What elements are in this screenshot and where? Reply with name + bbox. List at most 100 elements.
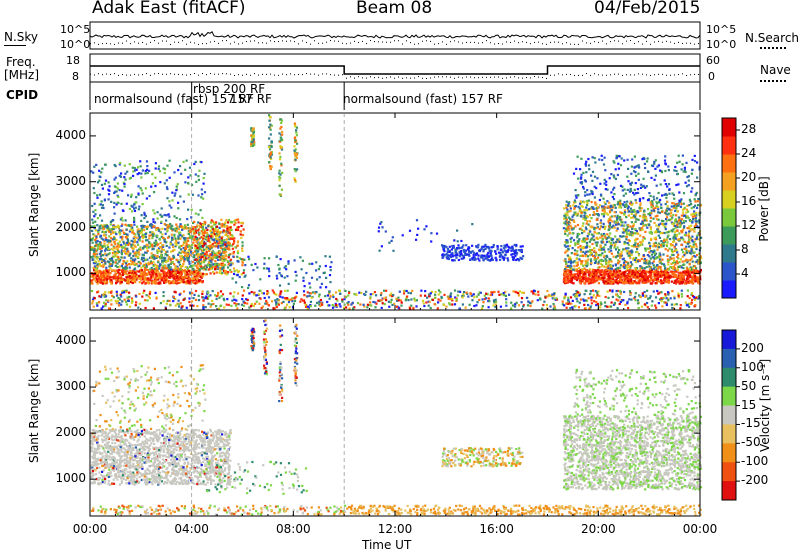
power-cell xyxy=(446,251,449,254)
power-cell xyxy=(135,255,138,258)
power-cell xyxy=(471,250,474,253)
power-cell xyxy=(448,250,451,253)
power-cell xyxy=(664,281,667,284)
power-cell xyxy=(201,226,204,229)
power-cell xyxy=(222,243,225,246)
power-cell xyxy=(640,271,643,274)
power-cell xyxy=(136,225,139,228)
power-cell xyxy=(183,258,186,261)
power-streak xyxy=(294,169,297,173)
power-cell xyxy=(152,209,155,212)
power-cell xyxy=(108,258,112,261)
power-streak xyxy=(279,139,282,142)
power-cell xyxy=(468,254,471,257)
power-cell xyxy=(218,271,221,274)
power-cell xyxy=(241,261,244,264)
power-cell xyxy=(147,278,151,281)
power-cell xyxy=(455,256,458,259)
power-cell xyxy=(674,279,677,282)
power-cell xyxy=(263,262,266,265)
power-cell xyxy=(160,207,163,210)
power-cell xyxy=(165,186,169,189)
power-streak xyxy=(268,137,271,140)
power-cell xyxy=(566,234,569,237)
power-cell xyxy=(146,272,149,275)
power-cell xyxy=(117,242,120,245)
power-cell xyxy=(114,259,117,262)
power-cell xyxy=(136,241,139,244)
power-cell xyxy=(143,211,146,214)
power-cell xyxy=(240,221,243,224)
power-cell xyxy=(173,233,176,236)
power-cell xyxy=(191,228,194,231)
power-cell xyxy=(583,201,586,204)
power-streak xyxy=(250,127,253,130)
power-cell xyxy=(136,173,139,176)
power-cell xyxy=(91,229,94,233)
nsearch-dot xyxy=(678,41,679,43)
power-cell xyxy=(649,216,652,219)
power-cell xyxy=(172,281,175,284)
power-cell xyxy=(108,265,111,268)
power-cell xyxy=(165,280,168,283)
power-cell xyxy=(610,274,613,277)
nave-dot xyxy=(94,74,95,76)
power-cell xyxy=(577,270,580,273)
power-streak xyxy=(295,129,298,132)
nave-dot xyxy=(558,73,559,75)
power-cell xyxy=(168,224,171,227)
power-cell xyxy=(606,233,609,236)
power-cell xyxy=(652,209,655,212)
power-cell xyxy=(108,235,111,238)
power-cell xyxy=(574,268,577,271)
power-cell xyxy=(121,273,124,277)
power-cell xyxy=(684,214,687,217)
power-cell xyxy=(148,194,151,198)
frequency-trace xyxy=(90,65,700,75)
nave-dot xyxy=(690,74,691,76)
power-streak xyxy=(293,168,296,171)
nsearch-dot xyxy=(126,40,127,42)
power-cell xyxy=(182,243,185,246)
power-cell xyxy=(184,270,187,273)
power-cell xyxy=(157,167,160,171)
power-cell xyxy=(454,251,457,254)
power-cell xyxy=(118,231,121,234)
power-cell xyxy=(634,261,638,264)
power-cell xyxy=(633,210,636,213)
power-cell xyxy=(131,281,134,284)
power-cell xyxy=(324,255,327,258)
nave-dot xyxy=(622,74,623,76)
power-cell xyxy=(112,269,116,272)
power-cell xyxy=(563,214,566,217)
power-cell xyxy=(455,254,458,257)
power-cell xyxy=(184,239,187,242)
power-cell xyxy=(199,222,202,225)
nsearch-dot xyxy=(698,43,699,45)
nave-dot xyxy=(214,73,215,75)
power-cell xyxy=(686,261,689,264)
power-cell xyxy=(240,273,243,276)
power-cell xyxy=(154,167,157,170)
nsearch-dot xyxy=(118,42,119,44)
power-cell xyxy=(124,223,127,226)
power-cell xyxy=(108,230,111,233)
power-cell xyxy=(221,222,224,226)
power-cell xyxy=(92,187,95,190)
freq-bottom-tick: 8 xyxy=(72,70,79,83)
freq-top-tick: 18 xyxy=(66,54,80,67)
power-cell xyxy=(210,237,213,240)
power-cell xyxy=(579,227,582,230)
nave-dot xyxy=(482,76,483,78)
power-cell xyxy=(215,232,218,235)
power-cell xyxy=(162,279,165,282)
power-cell xyxy=(126,170,129,173)
power-cell xyxy=(659,271,662,275)
power-cell xyxy=(600,270,603,273)
power-cell xyxy=(607,248,610,251)
nsearch-dot xyxy=(210,41,211,43)
power-cell xyxy=(183,227,186,230)
nsearch-dot xyxy=(378,41,379,43)
power-cell xyxy=(585,241,589,244)
